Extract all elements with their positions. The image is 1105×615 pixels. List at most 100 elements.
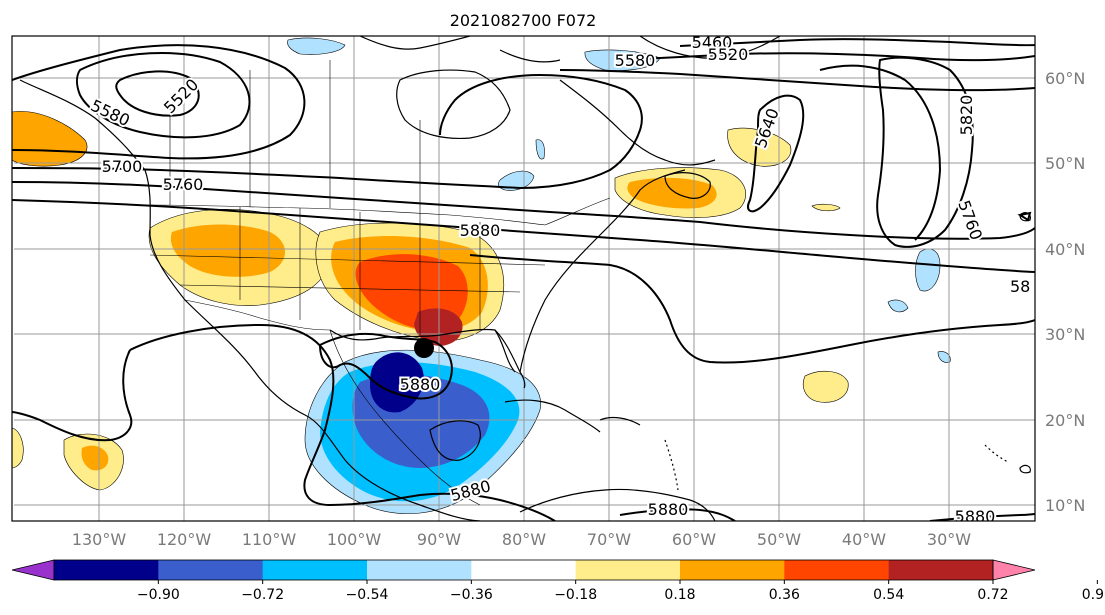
anomaly-region-pacific-small bbox=[811, 203, 841, 212]
colorbar-segment bbox=[680, 560, 785, 580]
lon-label-30w: 30°W bbox=[927, 530, 971, 549]
map-title: 2021082700 F072 bbox=[450, 11, 597, 30]
anomaly-region-hudson-bay bbox=[287, 37, 346, 55]
coastline-lesser-antilles bbox=[664, 439, 679, 491]
storm-center-marker bbox=[414, 338, 434, 358]
contour-5820 bbox=[12, 199, 1035, 273]
contour-5760-main bbox=[12, 181, 1035, 240]
contour-5880-caribbean bbox=[12, 349, 133, 442]
lat-label-10n: 10°N bbox=[1045, 496, 1085, 515]
colorbar-tick-label: 0.36 bbox=[769, 587, 800, 603]
anomaly-region-pacific-west-edge bbox=[12, 427, 24, 469]
contour-5700 bbox=[12, 73, 643, 190]
colorbar-tick-label: −0.72 bbox=[241, 587, 284, 603]
anomaly-region-atlantic-dot bbox=[937, 351, 951, 363]
colorbar-tick-label: 0.54 bbox=[873, 587, 904, 603]
colorbar-tick-label: −0.18 bbox=[554, 587, 597, 603]
border-states-2 bbox=[149, 254, 546, 293]
contour-5580-north bbox=[559, 69, 1035, 92]
coastline-arctic-islands bbox=[359, 36, 561, 63]
colorbar-tick-label: −0.54 bbox=[346, 587, 389, 603]
coastline-newfoundland bbox=[664, 172, 711, 199]
colorbar-segment bbox=[784, 560, 890, 580]
coastline-cuba bbox=[504, 399, 601, 433]
colorbar-segment bbox=[54, 560, 159, 580]
map-frame bbox=[11, 35, 1036, 522]
colorbar-tick-label: 0.90 bbox=[1082, 587, 1105, 603]
contour-5880-se bbox=[929, 513, 1035, 521]
political-borders bbox=[149, 60, 611, 506]
contour-5880-gulf bbox=[318, 332, 453, 400]
lon-label-110w: 110°W bbox=[242, 530, 297, 549]
contour-5820-east bbox=[876, 56, 974, 248]
colorbar-segment bbox=[158, 560, 264, 580]
lon-label-100w: 100°W bbox=[327, 530, 382, 549]
contour-5520-north bbox=[619, 52, 1035, 62]
anomaly-region-pacific-south-core bbox=[81, 445, 109, 471]
contour-5580-pacific bbox=[76, 52, 251, 139]
negative-anomaly-regions bbox=[287, 37, 951, 514]
contour-5880-atlantic bbox=[469, 254, 1035, 364]
lon-label-60w: 60°W bbox=[672, 530, 716, 549]
colorbar-extend-max bbox=[992, 559, 1036, 581]
contour-label-5880-se: 5880 bbox=[955, 507, 996, 526]
coastline-yucatan bbox=[429, 420, 481, 461]
contour-label-5880-gulf: 5880 bbox=[400, 375, 441, 394]
height-contours bbox=[12, 38, 1035, 521]
contour-5880-mexico bbox=[129, 323, 556, 521]
lon-label-80w: 80°W bbox=[502, 530, 546, 549]
anomaly-region-canada-small bbox=[535, 139, 545, 160]
anomaly-region-western-us-core bbox=[170, 224, 285, 277]
contour-label-5880-south: 5880 bbox=[648, 500, 689, 519]
colorbar-extend-min bbox=[11, 559, 55, 581]
coastline-hispaniola bbox=[599, 416, 641, 426]
anomaly-region-atlantic bbox=[802, 370, 849, 403]
contour-label-5580-north: 5580 bbox=[615, 51, 656, 70]
latitude-labels: 60°N 50°N 40°N 30°N 20°N 10°N bbox=[1045, 69, 1085, 515]
contour-label-5520-north: 5520 bbox=[708, 45, 749, 64]
coastline-hudson-bay bbox=[396, 69, 511, 140]
colorbar-tick-label: 0.18 bbox=[664, 587, 695, 603]
contour-label-58-edge: 58 bbox=[1010, 277, 1030, 296]
coastline-azores bbox=[984, 444, 1009, 463]
contour-5640-east bbox=[747, 94, 805, 213]
map-panel: 5460 5520 5580 5520 5580 5640 5700 5760 … bbox=[12, 33, 1035, 526]
lat-label-30n: 30°N bbox=[1045, 325, 1085, 344]
border-states-1 bbox=[239, 207, 481, 335]
colorbar-tick-label: −0.36 bbox=[450, 587, 493, 603]
coastline-gulf-mexico bbox=[329, 328, 516, 373]
longitude-labels: 130°W 120°W 110°W 100°W 90°W 80°W 70°W 6… bbox=[72, 530, 971, 549]
border-us-mexico bbox=[184, 299, 331, 331]
lon-label-50w: 50°W bbox=[757, 530, 801, 549]
coastline-south-america bbox=[519, 488, 716, 521]
anomaly-region-atlantic-small bbox=[887, 299, 909, 313]
contour-5520-pacific bbox=[115, 70, 200, 117]
gridlines bbox=[14, 36, 1035, 521]
lon-label-90w: 90°W bbox=[417, 530, 461, 549]
contour-label-5880-us: 5880 bbox=[460, 221, 501, 240]
anomaly-region-atlantic-east bbox=[915, 248, 941, 292]
border-central-america bbox=[329, 329, 481, 506]
colorbar-frame bbox=[53, 559, 994, 581]
colorbar-segment bbox=[575, 560, 681, 580]
colorbar-segments bbox=[11, 559, 1036, 581]
coastline-greenland bbox=[639, 36, 781, 59]
colorbar-segment bbox=[367, 560, 472, 580]
colorbar: −0.90 −0.72 −0.54 −0.36 −0.18 0.18 0.36 0.54 0.7… bbox=[11, 559, 1105, 603]
colorbar-tick-label: −0.90 bbox=[137, 587, 180, 603]
contour-5460 bbox=[679, 38, 1035, 47]
contour-5880-south bbox=[619, 508, 736, 521]
contour-5640-pacific bbox=[12, 44, 306, 160]
contour-5760-east bbox=[819, 64, 942, 241]
colorbar-ticks: −0.90 −0.72 −0.54 −0.36 −0.18 0.18 0.36 0.54 0.7… bbox=[137, 580, 1105, 603]
lat-label-20n: 20°N bbox=[1045, 411, 1085, 430]
coastlines bbox=[19, 36, 1031, 521]
colorbar-segment bbox=[471, 560, 577, 580]
border-us-canada bbox=[149, 197, 611, 226]
border-provinces bbox=[169, 60, 421, 215]
contour-label-5460: 5460 bbox=[692, 33, 733, 52]
lon-label-70w: 70°W bbox=[587, 530, 631, 549]
lat-label-40n: 40°N bbox=[1045, 240, 1085, 259]
contour-5760-small bbox=[1017, 211, 1032, 222]
